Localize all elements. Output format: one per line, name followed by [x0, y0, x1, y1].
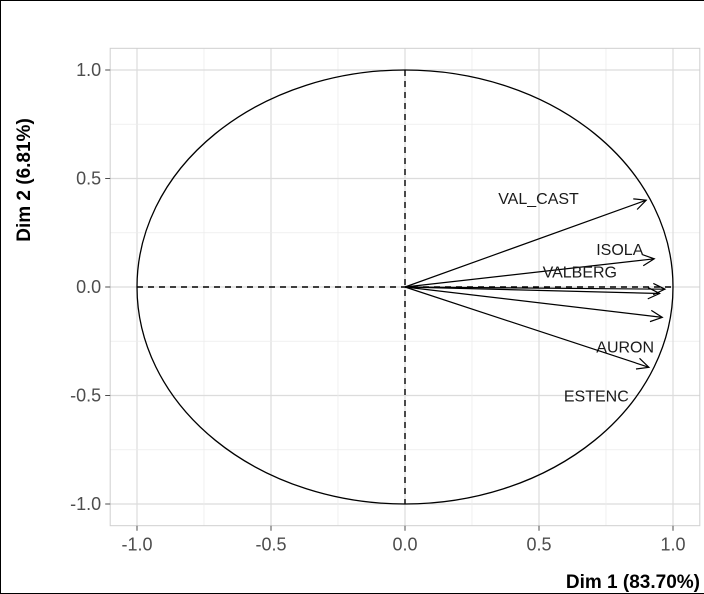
x-tick-label: -1.0	[121, 535, 152, 555]
arrow-head	[633, 198, 648, 210]
variable-arrow	[404, 286, 660, 295]
y-tick-label: -1.0	[70, 494, 101, 514]
arrow-head	[652, 282, 667, 296]
variable-arrows: VAL_CAST ISOLA VALBERG AURON ESTENC	[404, 191, 667, 405]
x-tick-label: 0.0	[392, 535, 417, 555]
variable-label: VALBERG	[543, 265, 617, 282]
y-axis-title: Dim 2 (6.81%)	[14, 118, 35, 242]
variable-label: AURON	[596, 339, 654, 356]
y-tick-label: -0.5	[70, 386, 101, 406]
variable-label: ISOLA	[596, 242, 643, 259]
arrow-head	[641, 253, 656, 267]
variable-label: ESTENC	[564, 388, 629, 405]
arrow-head	[635, 357, 651, 370]
y-axis-ticks: -1.0 -0.5 0.0 0.5 1.0	[70, 60, 111, 514]
x-tick-label: 1.0	[660, 535, 685, 555]
y-tick-label: 0.5	[76, 169, 101, 189]
arrow-head	[649, 309, 664, 323]
x-axis-title: Dim 1 (83.70%)	[566, 572, 700, 593]
y-tick-label: 0.0	[76, 277, 101, 297]
x-tick-label: 0.5	[526, 535, 551, 555]
variable-arrow	[404, 199, 647, 288]
x-axis-ticks: -1.0 -0.5 0.0 0.5 1.0	[121, 525, 686, 555]
variable-arrow	[404, 286, 650, 368]
unit-circle	[136, 69, 674, 505]
variable-arrow	[404, 286, 663, 318]
variable-arrow	[404, 286, 665, 290]
variable-arrow	[404, 258, 655, 288]
x-tick-label: -0.5	[255, 535, 286, 555]
y-tick-label: 1.0	[76, 60, 101, 80]
variable-label: VAL_CAST	[498, 191, 579, 208]
